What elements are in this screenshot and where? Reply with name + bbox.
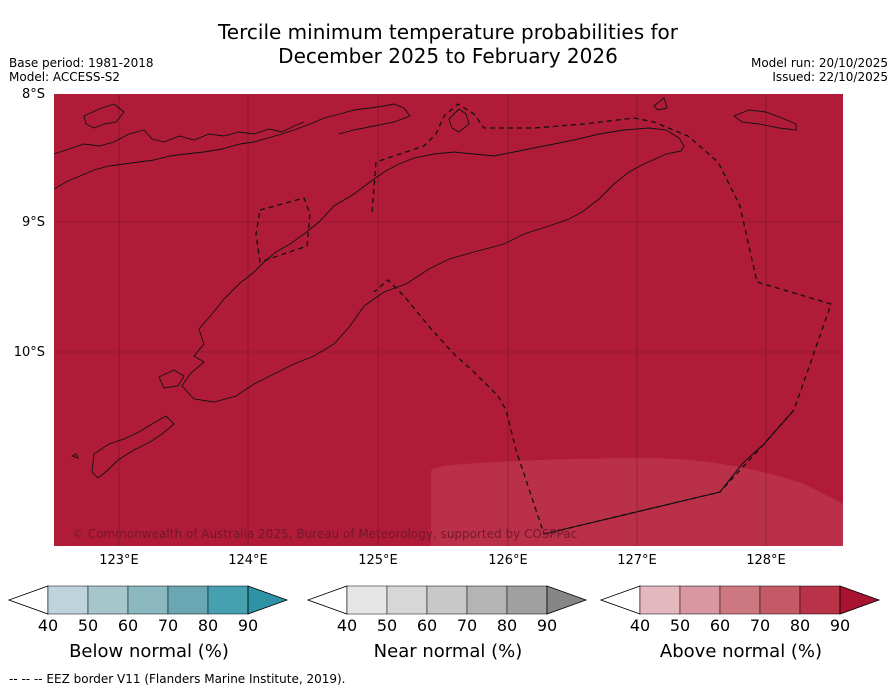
cbar-above-band-60-70 <box>719 585 761 615</box>
cbar-near-tick-60: 60 <box>416 616 438 635</box>
base-period: Base period: 1981-2018 <box>9 56 154 70</box>
lon-label-125e: 125°E <box>358 553 398 568</box>
eez-footnote: -- -- -- EEZ border V11 (Flanders Marine… <box>9 672 346 686</box>
cbar-near-tick-80: 80 <box>496 616 518 635</box>
alor-pantar-coast <box>54 121 305 155</box>
cbar-above-tick-60: 60 <box>709 616 731 635</box>
cbar-near-band-70-80 <box>466 585 508 615</box>
cbar-below-band-50-60 <box>87 585 129 615</box>
cbar-above-label: Above normal (%) <box>659 641 823 662</box>
leti-moa-islands <box>733 109 797 131</box>
cbar-below-tick-80: 80 <box>197 616 219 635</box>
cbar-below-tick-90: 90 <box>237 616 259 635</box>
cbar-near-lower-extend <box>307 585 348 615</box>
cbar-above-upper-extend <box>839 585 881 615</box>
lat-label-10s: 10°S <box>13 345 45 360</box>
cbar-below-label: Below normal (%) <box>69 641 229 662</box>
cbar-above-tick-40: 40 <box>629 616 651 635</box>
lon-label-127e: 127°E <box>617 553 657 568</box>
cbar-above-band-40-50 <box>639 585 681 615</box>
cbar-above-band-80-90 <box>799 585 841 615</box>
cbar-below-band-60-70 <box>127 585 169 615</box>
title-line-1: Tercile minimum temperature probabilitie… <box>217 20 679 44</box>
cbar-near-tick-40: 40 <box>336 616 358 635</box>
flores-strip-coast <box>54 103 411 190</box>
cbar-below-tick-50: 50 <box>77 616 99 635</box>
timor-island-outline <box>181 127 685 403</box>
cbar-below-lower-extend <box>8 585 49 615</box>
cbar-near-band-80-90 <box>506 585 548 615</box>
colorbar-above-normal <box>600 585 881 615</box>
cbar-above-band-50-60 <box>679 585 721 615</box>
cbar-near-band-40-50 <box>346 585 388 615</box>
cbar-above-tick-90: 90 <box>829 616 851 635</box>
cbar-below-upper-extend <box>247 585 289 615</box>
cbar-below-tick-60: 60 <box>117 616 139 635</box>
cbar-near-upper-extend <box>546 585 588 615</box>
cbar-above-band-70-80 <box>759 585 801 615</box>
cbar-below-band-80-90 <box>207 585 249 615</box>
cbar-below-tick-40: 40 <box>37 616 59 635</box>
graticule <box>54 94 843 546</box>
atauro-island <box>448 108 470 133</box>
lon-label-124e: 124°E <box>228 553 268 568</box>
cbar-near-tick-90: 90 <box>536 616 558 635</box>
sabu-island <box>158 369 185 389</box>
cbar-near-tick-70: 70 <box>456 616 478 635</box>
lon-label-128e: 128°E <box>746 553 786 568</box>
meta-left: Base period: 1981-2018 Model: ACCESS-S2 <box>9 56 154 84</box>
cbar-above-tick-50: 50 <box>669 616 691 635</box>
cbar-near-band-50-60 <box>386 585 428 615</box>
model-name: Model: ACCESS-S2 <box>9 70 121 84</box>
cbar-near-band-60-70 <box>426 585 468 615</box>
eez-border-west-enclave <box>255 197 311 263</box>
coastlines <box>54 97 797 479</box>
cbar-near-label: Near normal (%) <box>373 641 523 662</box>
lon-label-123e: 123°E <box>99 553 139 568</box>
cbar-below-band-70-80 <box>167 585 209 615</box>
colorbar-near-normal <box>307 585 588 615</box>
lon-label-126e: 126°E <box>488 553 528 568</box>
copyright-credit: © Commonwealth of Australia 2025, Bureau… <box>72 527 578 541</box>
title-line-2: December 2025 to February 2026 <box>278 44 618 68</box>
lat-label-9s: 9°S <box>21 215 45 230</box>
cbar-below-tick-70: 70 <box>157 616 179 635</box>
wetar-island <box>83 103 125 129</box>
meta-right: Model run: 20/10/2025 Issued: 22/10/2025 <box>751 56 888 84</box>
cbar-above-tick-80: 80 <box>789 616 811 635</box>
issued-date: Issued: 22/10/2025 <box>772 70 888 84</box>
kisar-island <box>653 97 668 111</box>
cbar-near-tick-50: 50 <box>376 616 398 635</box>
rote-island <box>91 415 175 479</box>
ndao-islet <box>70 453 79 459</box>
map-title: Tercile minimum temperature probabilitie… <box>0 20 896 68</box>
cbar-above-lower-extend <box>600 585 641 615</box>
maritime-boundary-solid <box>543 409 795 535</box>
colorbar-below-normal <box>8 585 289 615</box>
cbar-above-tick-70: 70 <box>749 616 771 635</box>
eez-border <box>255 103 832 535</box>
model-run: Model run: 20/10/2025 <box>750 56 888 70</box>
probability-map <box>54 94 843 546</box>
lat-label-8s: 8°S <box>21 87 45 102</box>
cbar-below-band-40-50 <box>47 585 89 615</box>
